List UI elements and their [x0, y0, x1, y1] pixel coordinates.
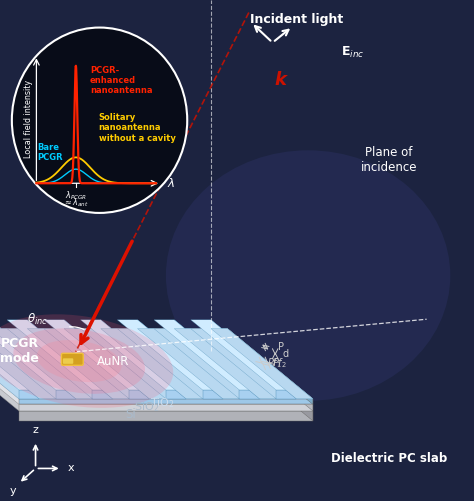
Polygon shape — [228, 341, 313, 421]
Polygon shape — [101, 329, 202, 399]
Text: z: z — [33, 425, 38, 435]
Polygon shape — [0, 329, 92, 399]
Polygon shape — [117, 320, 223, 390]
Polygon shape — [0, 329, 313, 399]
Polygon shape — [0, 320, 76, 399]
Polygon shape — [101, 320, 186, 399]
Polygon shape — [19, 404, 313, 411]
Polygon shape — [174, 329, 276, 399]
Text: P: P — [278, 342, 284, 352]
Polygon shape — [0, 334, 313, 404]
Polygon shape — [0, 341, 313, 411]
Text: PCGR-
enhanced
nanoantenna: PCGR- enhanced nanoantenna — [90, 66, 153, 95]
Polygon shape — [44, 320, 149, 390]
Text: y: y — [9, 486, 16, 496]
Text: Si: Si — [125, 408, 136, 421]
Polygon shape — [0, 320, 76, 390]
Text: Plane of
incidence: Plane of incidence — [360, 146, 417, 174]
Polygon shape — [211, 329, 313, 399]
Polygon shape — [56, 390, 76, 399]
Text: PCGR
mode: PCGR mode — [0, 337, 39, 365]
Text: TiO$_2$: TiO$_2$ — [150, 396, 175, 409]
Text: Incident light: Incident light — [250, 13, 343, 26]
Polygon shape — [7, 320, 113, 390]
Polygon shape — [154, 320, 260, 390]
Text: d: d — [283, 349, 289, 359]
Circle shape — [12, 28, 187, 213]
Ellipse shape — [37, 340, 121, 382]
Polygon shape — [228, 334, 313, 411]
Polygon shape — [92, 390, 113, 399]
Text: $Pf_1$: $Pf_1$ — [267, 357, 282, 370]
Text: $\boldsymbol{k}$: $\boldsymbol{k}$ — [274, 71, 289, 89]
FancyBboxPatch shape — [62, 353, 83, 365]
Polygon shape — [27, 329, 129, 399]
Text: $\lambda$: $\lambda$ — [167, 177, 175, 190]
Text: Solitary
nanoantenna
without a cavity: Solitary nanoantenna without a cavity — [99, 113, 175, 143]
Text: Bare
PCGR: Bare PCGR — [37, 143, 63, 162]
Polygon shape — [19, 390, 39, 399]
Text: SiO$_2$: SiO$_2$ — [134, 400, 159, 414]
FancyBboxPatch shape — [63, 358, 73, 364]
Ellipse shape — [166, 150, 450, 401]
Polygon shape — [64, 329, 166, 399]
Polygon shape — [0, 329, 56, 399]
Polygon shape — [0, 320, 39, 399]
Polygon shape — [174, 320, 260, 399]
Text: $\theta_{inc}$: $\theta_{inc}$ — [27, 312, 48, 327]
Polygon shape — [19, 399, 313, 404]
Ellipse shape — [13, 328, 145, 394]
Text: x: x — [67, 463, 74, 473]
Text: Dielectric PC slab: Dielectric PC slab — [330, 452, 447, 465]
Polygon shape — [191, 320, 296, 390]
Polygon shape — [129, 390, 149, 399]
Text: $\mathbf{E}_{inc}$: $\mathbf{E}_{inc}$ — [341, 45, 365, 60]
Polygon shape — [276, 390, 296, 399]
Text: $\lambda_{PCGR}$: $\lambda_{PCGR}$ — [65, 189, 87, 202]
Polygon shape — [166, 390, 186, 399]
Text: $Pf_2$: $Pf_2$ — [272, 356, 287, 370]
Polygon shape — [64, 320, 149, 399]
Polygon shape — [211, 320, 296, 399]
Text: AuNR: AuNR — [97, 355, 129, 368]
Text: Local field intensity: Local field intensity — [24, 80, 33, 158]
Ellipse shape — [0, 314, 173, 408]
Polygon shape — [19, 411, 313, 421]
Polygon shape — [202, 390, 223, 399]
Polygon shape — [239, 390, 260, 399]
Polygon shape — [0, 320, 39, 390]
Polygon shape — [27, 320, 113, 399]
Polygon shape — [81, 320, 186, 390]
Polygon shape — [0, 329, 313, 399]
Text: $\approx\lambda_{ant}$: $\approx\lambda_{ant}$ — [63, 196, 89, 209]
Polygon shape — [137, 329, 239, 399]
Polygon shape — [137, 320, 223, 399]
Polygon shape — [228, 329, 313, 404]
